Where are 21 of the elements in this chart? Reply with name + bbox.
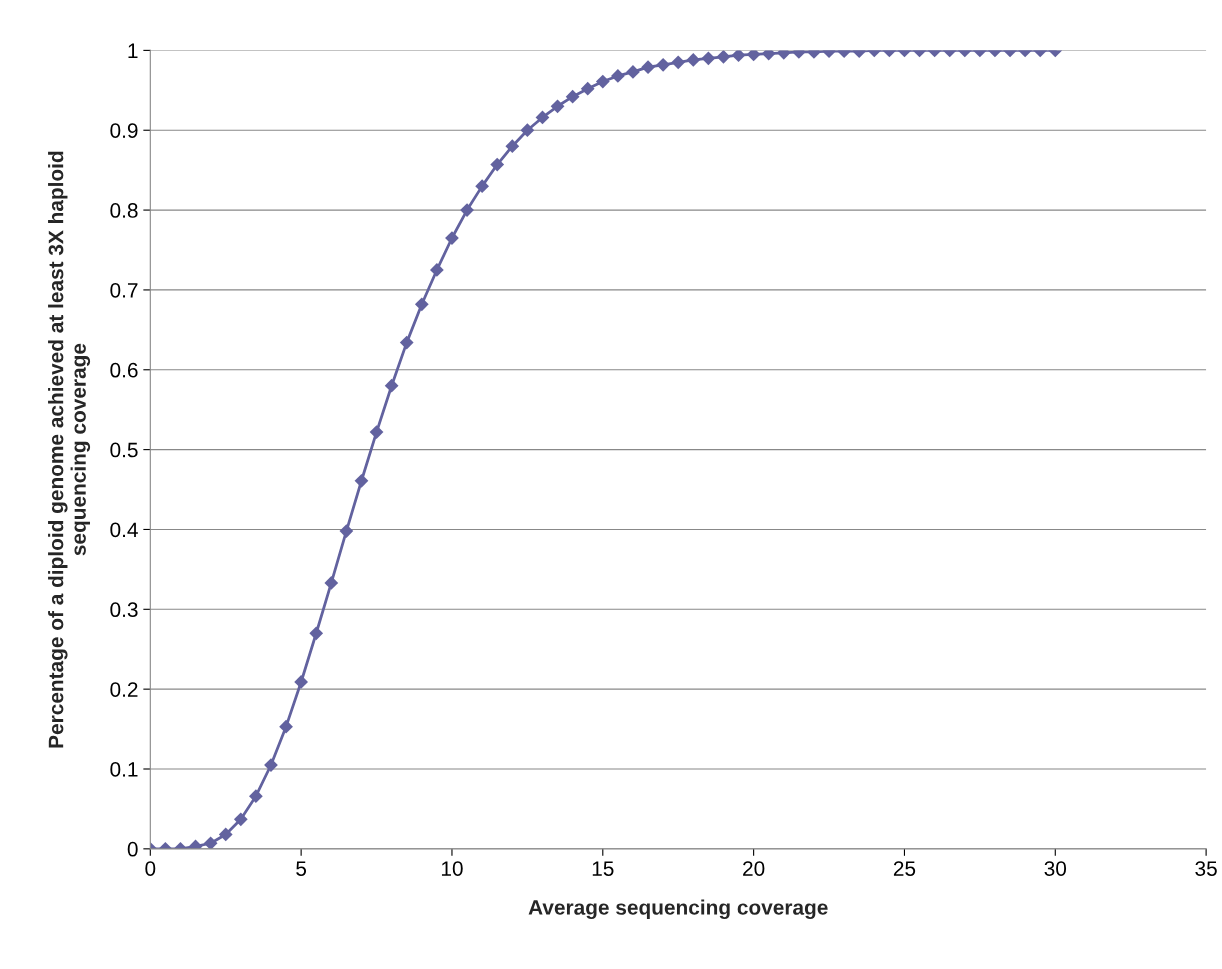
x-tick-label: 15 (592, 861, 614, 876)
y-tick-label: 0.9 (110, 123, 138, 138)
x-axis-title: Average sequencing coverage (528, 899, 828, 920)
y-tick-label: 0.6 (110, 362, 138, 378)
y-tick-label: 0.1 (110, 762, 138, 777)
y-tick-label: 0.4 (110, 522, 138, 538)
y-tick-label: 0.5 (110, 442, 138, 458)
x-tick-label: 20 (743, 861, 765, 876)
y-tick-label: 1 (128, 43, 138, 58)
x-tick-label: 5 (296, 861, 307, 876)
x-tick-label: 10 (441, 861, 463, 876)
y-tick-label: 0.8 (110, 203, 138, 218)
y-axis-title: Percentage of a diploid genome achieved at least 3X haploid sequencing coverage (48, 151, 91, 748)
y-tick-label: 0 (127, 841, 138, 857)
x-tick-label: 25 (893, 861, 916, 876)
y-tick-label: 0.7 (110, 282, 138, 298)
y-tick-label: 0.2 (110, 682, 138, 697)
x-tick-label: 0 (145, 861, 156, 876)
y-tick-label: 0.3 (110, 602, 138, 618)
x-tick-label: 35 (1195, 861, 1217, 876)
x-tick-label: 30 (1044, 861, 1067, 876)
